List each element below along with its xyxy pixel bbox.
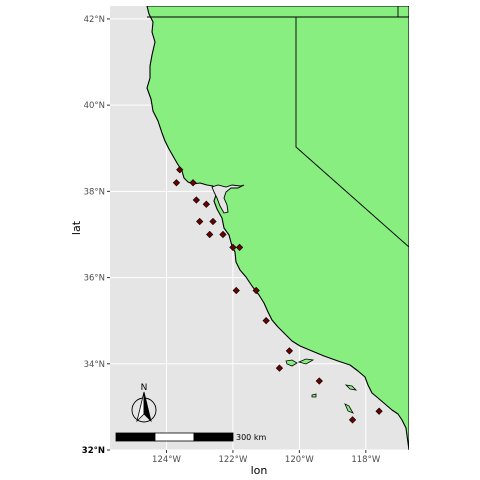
scale-bar-label: 300 km — [236, 433, 266, 442]
scale-bar-segment-3 — [193, 432, 234, 442]
survey-points — [172, 166, 383, 424]
x-axis-title: lon — [251, 464, 268, 477]
scale-bar-segment-1 — [115, 432, 156, 442]
y-tick-label: 40°N — [84, 101, 105, 111]
y-tick-label: 36°N — [84, 274, 105, 284]
survey-point — [206, 230, 214, 239]
island-san-nicolas — [311, 393, 317, 398]
survey-point — [189, 179, 197, 187]
x-tick-label: 124°W — [152, 455, 181, 465]
island-catalina — [344, 384, 358, 391]
survey-point — [285, 347, 294, 355]
scale-bar: 300 km — [115, 432, 266, 442]
state-border-nevada — [295, 17, 409, 248]
y-axis-title: lat — [70, 220, 83, 235]
survey-point — [192, 196, 201, 204]
x-tick-label: 120°W — [285, 455, 314, 465]
survey-point — [235, 243, 244, 252]
survey-point — [375, 407, 383, 415]
y-tick-label: 34°N — [84, 360, 105, 370]
san-francisco-bay — [211, 184, 245, 214]
survey-point — [252, 286, 260, 295]
survey-point — [229, 243, 237, 252]
survey-point — [275, 364, 284, 372]
north-arrow-right-half — [143, 391, 152, 423]
survey-point — [196, 217, 204, 226]
x-tick-label: 118°W — [351, 455, 380, 465]
survey-point — [219, 230, 227, 239]
survey-point — [262, 317, 270, 325]
north-arrow-label: N — [141, 383, 148, 393]
survey-point — [202, 200, 210, 208]
scale-bar-segment-2 — [154, 432, 195, 442]
island-san-clemente — [344, 403, 354, 414]
north-arrow: N — [131, 383, 157, 423]
island-santa-rosa — [297, 358, 315, 365]
island-santa-cruz — [285, 359, 298, 367]
survey-point — [348, 416, 357, 424]
y-axis: 42°N 40°N 38°N 36°N 34°N 32°N — [82, 15, 110, 456]
survey-point — [176, 166, 184, 174]
survey-point — [315, 377, 323, 385]
survey-point — [209, 217, 217, 226]
land-california — [146, 6, 409, 450]
survey-point — [172, 179, 181, 187]
y-tick-label: 38°N — [84, 187, 105, 197]
y-tick-label: 32°N — [82, 446, 105, 456]
y-tick-label: 42°N — [84, 15, 105, 25]
x-tick-label: 122°W — [218, 455, 247, 465]
survey-point — [232, 286, 240, 295]
x-axis: 124°W 122°W 120°W 118°W — [152, 450, 381, 465]
